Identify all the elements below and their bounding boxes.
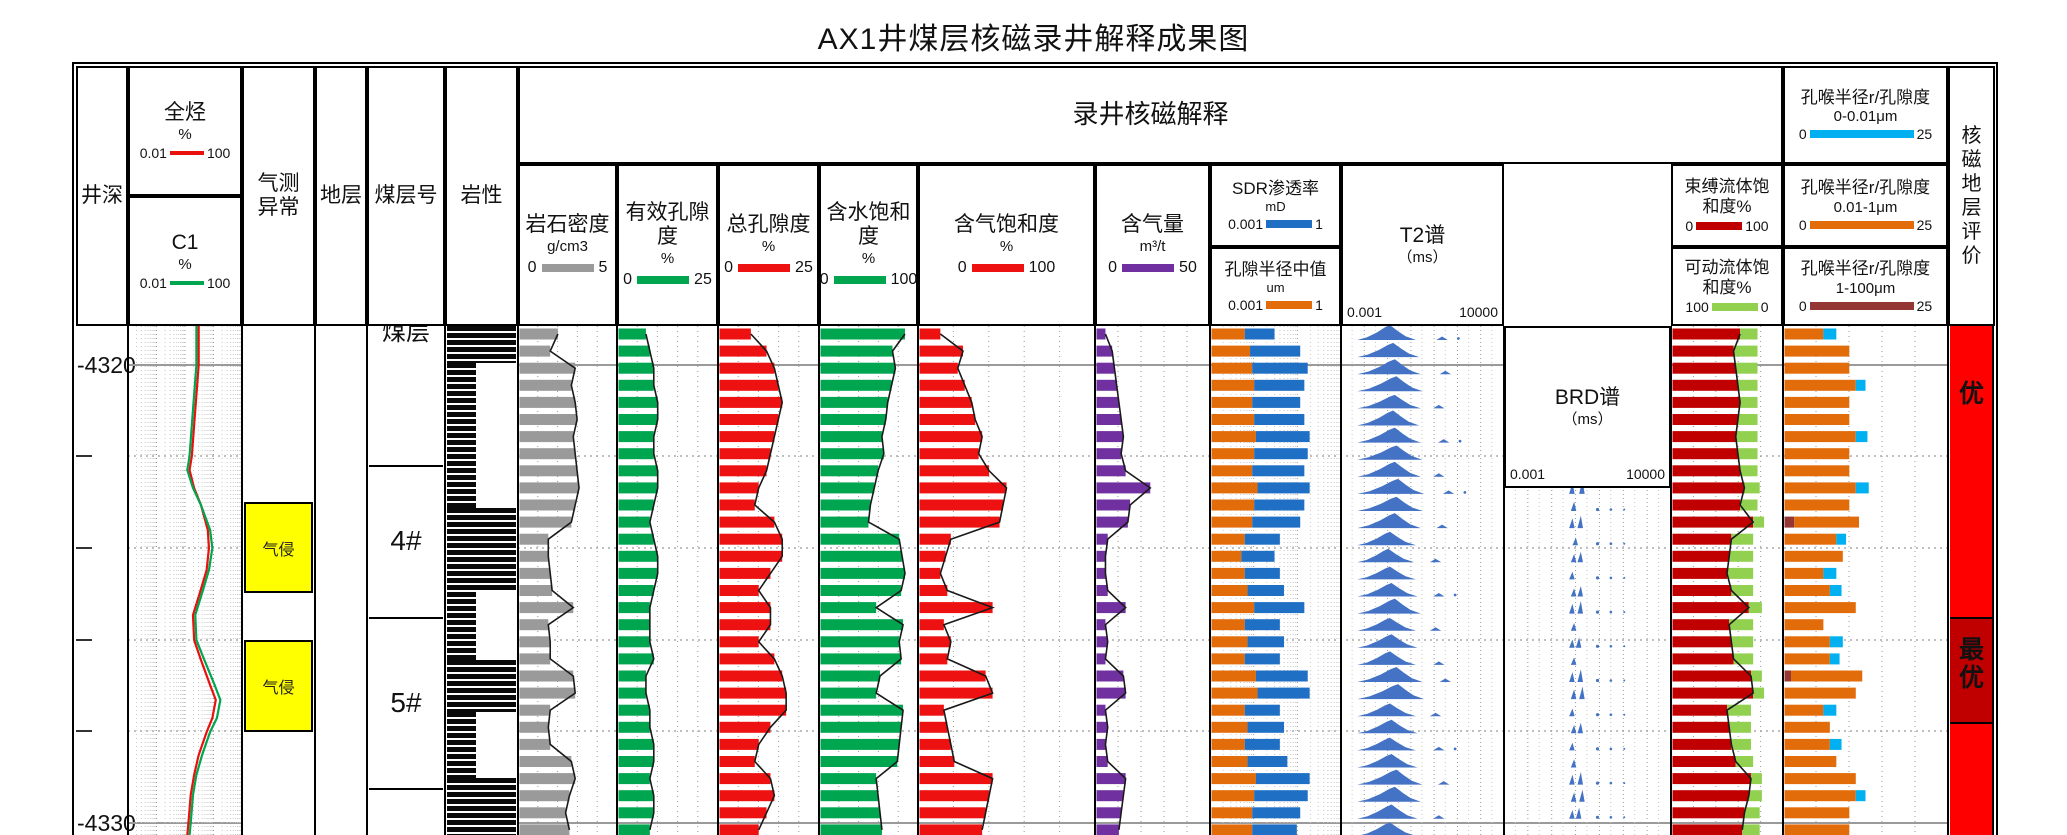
tot-porosity-scale-bar — [738, 263, 791, 272]
header-tot-porosity: 总孔隙度 % 0 25 — [718, 164, 819, 326]
header-strata: 地层 — [315, 66, 367, 326]
coal-seam-box: 煤层 — [369, 326, 443, 467]
throat-001-1-scale-bar — [1809, 220, 1914, 229]
lithology-block-left — [447, 363, 476, 508]
nmr-eval-zone — [1950, 722, 1993, 835]
header-throat-1-100: 孔喉半径r/孔隙度 1-100μm 0 25 — [1783, 247, 1948, 326]
header-brd-spectrum: BRD谱 （ms） 0.001 10000 — [1504, 326, 1671, 488]
nmr-eval-label: 优 — [1958, 380, 1984, 408]
density-scale-bar — [541, 263, 594, 272]
lithology-block — [447, 660, 516, 712]
header-water-sat: 含水饱和度 % 0 100 — [819, 164, 918, 326]
gas-anomaly-label: 气侵 — [262, 541, 295, 559]
header-movable-fluid: 可动流体饱 和度% 100 0 — [1671, 247, 1783, 326]
header-c1: C1 % 0.01 100 — [128, 196, 242, 326]
gas-anomaly-zone: 气侵 — [244, 502, 313, 593]
gas-anomaly-zone: 气侵 — [244, 640, 313, 732]
header-depth: 井深 — [76, 66, 128, 326]
throat-0-001-scale-bar — [1809, 130, 1914, 139]
header-throat-001-1: 孔喉半径r/孔隙度 0.01-1μm 0 25 — [1783, 164, 1948, 247]
header-t2-spectrum: T2谱 （ms） 0.001 10000 — [1341, 164, 1504, 326]
header-gas-anomaly: 气测 异常 — [242, 66, 315, 326]
header-nmr-evaluation: 核 磁 地 层 评 价 — [1948, 66, 1995, 326]
throat-1-100-scale-bar — [1809, 301, 1914, 310]
lithology-block-left — [447, 712, 476, 778]
header-eff-porosity: 有效孔隙度 % 0 25 — [617, 164, 718, 326]
header-seam-number: 煤层号 — [367, 66, 445, 326]
eff-porosity-scale-bar — [637, 275, 690, 284]
header-gas-content: 含气量 m³/t 0 50 — [1095, 164, 1210, 326]
c1-scale-bar — [169, 280, 204, 285]
lithology-block-left — [447, 592, 476, 660]
page-title: AX1井煤层核磁录井解释成果图 — [817, 23, 1250, 56]
header-gas-sat: 含气饱和度 % 0 100 — [918, 164, 1095, 326]
header-total-hydrocarbon: 全烃 % 0.01 100 — [128, 66, 242, 196]
movable-fluid-scale-bar — [1711, 302, 1758, 311]
pore-radius-scale-bar — [1266, 300, 1313, 309]
header-bound-fluid: 束缚流体饱 和度% 0 100 — [1671, 164, 1783, 247]
header-lithology: 岩性 — [445, 66, 518, 326]
coal-seam-box: 4# — [369, 465, 443, 619]
nmr-eval-label: 最优 — [1958, 636, 1984, 692]
gas-content-scale-bar — [1122, 263, 1175, 272]
gas-anomaly-label: 气侵 — [262, 680, 295, 697]
header-throat-0-001: 孔喉半径r/孔隙度 0-0.01μm 0 25 — [1783, 66, 1948, 164]
depth-title: 井深 — [81, 183, 123, 207]
header-nmr-banner: 录井核磁解释 — [518, 66, 1783, 164]
lithology-block — [447, 508, 516, 592]
bound-fluid-scale-bar — [1696, 221, 1743, 230]
coal-seam-label: 4# — [390, 525, 422, 556]
coal-seam-label: 5# — [390, 686, 422, 718]
lithology-block — [447, 778, 516, 835]
gas-sat-scale-bar — [971, 263, 1024, 272]
header-pore-radius: 孔隙半径中值 um 0.001 1 — [1210, 247, 1341, 326]
lithology-block — [447, 326, 516, 363]
depth-label: -4320 — [77, 352, 136, 378]
qt-scale-bar — [169, 150, 204, 155]
coal-seam-box: 5# — [369, 617, 443, 790]
nmr-eval-zone: 最优 — [1950, 617, 1993, 722]
nmr-eval-zone: 优 — [1950, 326, 1993, 617]
water-sat-scale-bar — [833, 275, 886, 284]
coal-seam-box — [369, 788, 443, 835]
header-sdr-perm: SDR渗透率 mD 0.001 1 — [1210, 164, 1341, 247]
depth-label: -4330 — [77, 810, 136, 835]
sdr-scale-bar — [1266, 219, 1313, 228]
coal-seam-label: 煤层 — [382, 326, 430, 346]
